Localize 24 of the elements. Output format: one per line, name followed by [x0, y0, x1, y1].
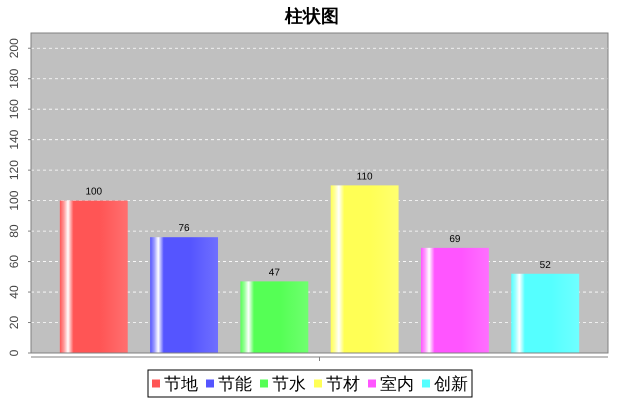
- data-label: 110: [356, 171, 374, 182]
- legend-label: 节能: [218, 374, 252, 394]
- y-tick-label: 140: [7, 129, 21, 150]
- data-label: 47: [268, 267, 280, 278]
- y-tick-label: 200: [7, 38, 21, 58]
- data-label: 69: [449, 234, 461, 245]
- y-tick-label: 160: [7, 98, 21, 120]
- y-tick-label: 20: [7, 316, 21, 330]
- legend-label: 节材: [326, 374, 360, 394]
- y-tick-label: 60: [7, 254, 21, 268]
- legend-label: 室内: [380, 374, 414, 394]
- y-tick-label: 40: [7, 285, 21, 299]
- legend-label: 创新: [434, 374, 468, 394]
- y-tick-label: 120: [7, 160, 21, 180]
- data-label: 100: [85, 186, 103, 198]
- y-tick-label: 100: [7, 190, 21, 211]
- legend-label: 节水: [272, 374, 306, 394]
- data-label: 52: [540, 260, 552, 271]
- legend-label: 节地: [164, 374, 198, 394]
- data-label: 76: [178, 223, 190, 234]
- y-tick-label: 180: [7, 68, 21, 89]
- chart-title: 柱状图: [284, 6, 339, 26]
- y-tick-label: 0: [7, 349, 21, 356]
- y-tick-label: 80: [7, 224, 21, 238]
